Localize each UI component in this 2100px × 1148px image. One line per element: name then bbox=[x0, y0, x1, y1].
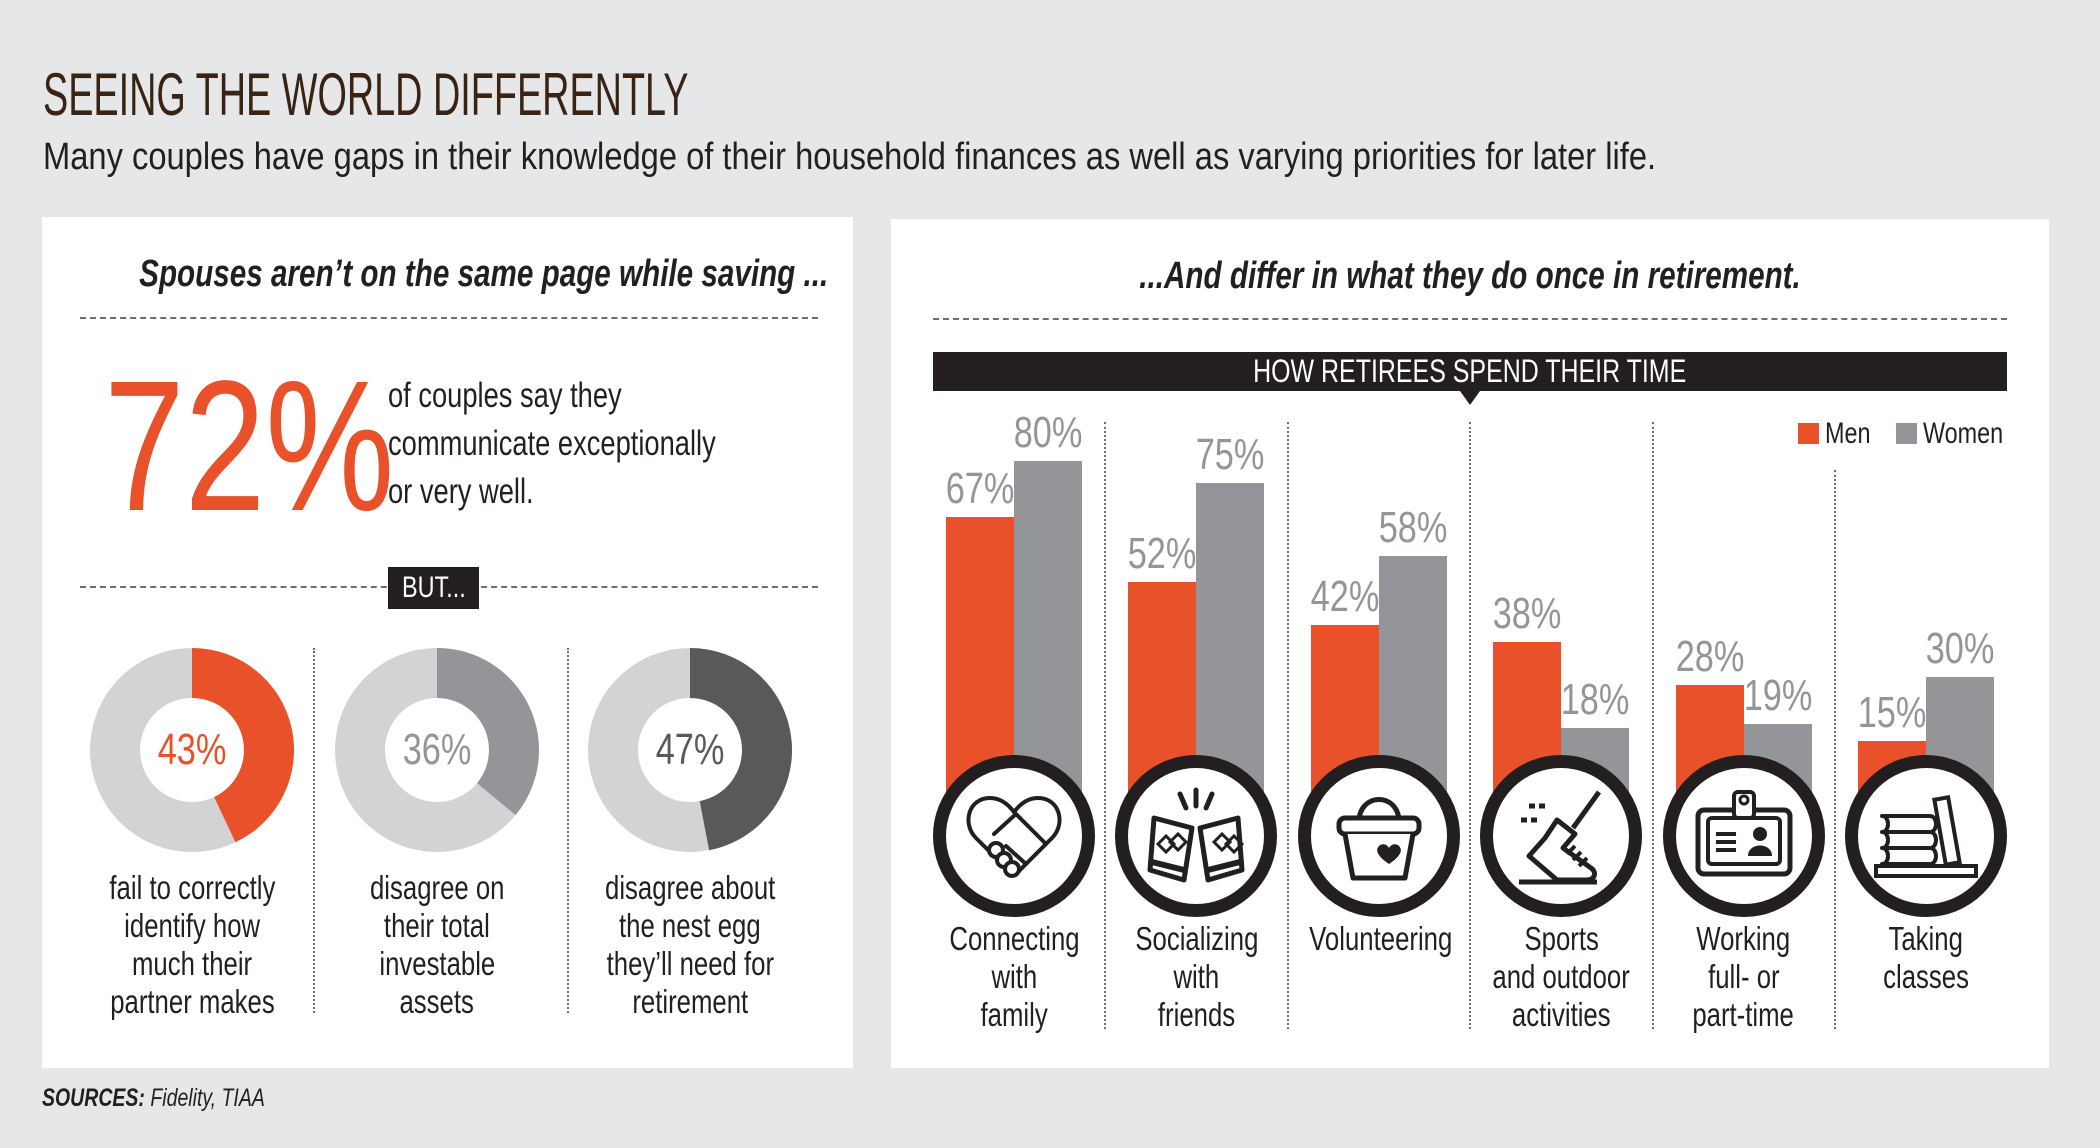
right-panel: ...And differ in what they do once in re… bbox=[891, 219, 2049, 1068]
category-label-line: activities bbox=[1511, 996, 1611, 1033]
category-label-line: friends bbox=[1157, 996, 1236, 1033]
caption-line: much their bbox=[131, 945, 253, 982]
caption-line: assets bbox=[399, 983, 475, 1020]
donut-segment bbox=[192, 648, 295, 843]
heading-divider bbox=[933, 318, 2007, 320]
id-badge-icon bbox=[1662, 755, 1825, 917]
donut-segment bbox=[437, 648, 539, 816]
category-label-line: Connecting bbox=[948, 920, 1080, 957]
category-label-line: Socializing bbox=[1134, 920, 1258, 957]
donut-caption: disagree about the nest egg they’ll need f… bbox=[575, 869, 805, 1021]
main-subtitle: Many couples have gaps in their knowledg… bbox=[43, 136, 1657, 178]
bar-value-label: 58% bbox=[1378, 503, 1448, 553]
donut-caption: fail to correctly identify how much their p… bbox=[77, 869, 307, 1021]
donut-value: 36% bbox=[402, 725, 472, 774]
caption-line: identify how bbox=[124, 907, 260, 944]
legend-swatch-women bbox=[1896, 423, 1917, 444]
category-label-line: with bbox=[991, 958, 1037, 995]
running-shoe-icon bbox=[1480, 755, 1643, 917]
sources-label: SOURCES: bbox=[42, 1084, 145, 1112]
category-label: Taking classes bbox=[1836, 920, 2016, 996]
category-label-line: with bbox=[1173, 958, 1220, 995]
bar-value-label: 38% bbox=[1492, 589, 1562, 639]
caption-line: partner makes bbox=[109, 983, 275, 1020]
category-label: Connecting with family bbox=[924, 920, 1104, 1034]
category-label-line: Working bbox=[1696, 920, 1791, 957]
caption-line: disagree on bbox=[369, 869, 505, 906]
sources-note: SOURCES: Fidelity, TIAA bbox=[42, 1084, 328, 1113]
caption-line: fail to correctly bbox=[109, 869, 275, 906]
bar-value-label: 52% bbox=[1128, 528, 1197, 578]
bucket-heart-icon bbox=[1297, 755, 1460, 917]
bar-value-label: 80% bbox=[1013, 408, 1083, 458]
caption-line: they’ll need for bbox=[606, 945, 774, 982]
caption-line: the nest egg bbox=[619, 907, 761, 944]
bar-women bbox=[1014, 461, 1082, 806]
category-label-line: Taking bbox=[1888, 920, 1964, 957]
stat-line: communicate exceptionally bbox=[388, 424, 716, 463]
category-label-line: and outdoor bbox=[1492, 958, 1630, 995]
but-label: BUT... bbox=[388, 567, 479, 609]
category-divider bbox=[1469, 422, 1472, 1029]
column-divider bbox=[567, 648, 569, 1013]
category-label-line: classes bbox=[1883, 958, 1969, 995]
donut-value: 47% bbox=[655, 725, 725, 774]
category-divider bbox=[1104, 422, 1107, 1029]
caption-line: retirement bbox=[632, 983, 748, 1020]
category-label-line: Sports bbox=[1523, 920, 1599, 957]
donut-chart bbox=[90, 648, 295, 852]
toasting-glasses-icon bbox=[1115, 755, 1278, 917]
bar-value-label: 75% bbox=[1196, 429, 1265, 479]
donut-segment bbox=[690, 648, 792, 851]
category-label-line: Volunteering bbox=[1308, 920, 1453, 957]
donut-chart bbox=[335, 648, 539, 852]
legend-label-women: Women bbox=[1923, 417, 2004, 450]
right-panel-heading: ...And differ in what they do once in re… bbox=[1139, 255, 1801, 297]
bar-value-label: 15% bbox=[1857, 688, 1927, 738]
stat-line: of couples say they bbox=[388, 376, 622, 415]
donut-caption: disagree on their total investable assets bbox=[322, 869, 552, 1021]
category-label: Volunteering bbox=[1289, 920, 1469, 958]
caption-line: disagree about bbox=[604, 869, 776, 906]
bar-value-label: 28% bbox=[1675, 632, 1744, 682]
big-stat-value: 72% bbox=[104, 343, 395, 550]
category-label: Socializing with friends bbox=[1106, 920, 1286, 1034]
donut-chart bbox=[588, 648, 792, 852]
left-panel: Spouses aren’t on the same page while sa… bbox=[42, 217, 853, 1068]
column-divider bbox=[313, 648, 315, 1013]
legend-label-men: Men bbox=[1825, 417, 1871, 450]
bar-value-label: 19% bbox=[1743, 671, 1812, 721]
category-label-line: full- or bbox=[1707, 958, 1780, 995]
left-panel-heading: Spouses aren’t on the same page while sa… bbox=[139, 253, 829, 295]
main-title: SEEING THE WORLD DIFFERENTLY bbox=[43, 61, 689, 128]
stat-line: or very well. bbox=[388, 472, 534, 511]
handshake-heart-icon bbox=[933, 755, 1095, 917]
donut-value: 43% bbox=[157, 725, 227, 774]
sources-text: Fidelity, TIAA bbox=[150, 1084, 265, 1112]
caption-line: their total bbox=[384, 907, 490, 944]
caption-line: investable bbox=[379, 945, 495, 982]
category-label: Working full- or part-time bbox=[1654, 920, 1834, 1034]
heading-divider bbox=[80, 317, 818, 319]
category-divider bbox=[1286, 422, 1289, 1029]
chart-title: HOW RETIREES SPEND THEIR TIME bbox=[933, 352, 2007, 391]
category-label-line: part-time bbox=[1692, 996, 1795, 1033]
bar-women bbox=[1196, 482, 1265, 806]
bar-value-label: 18% bbox=[1560, 675, 1630, 725]
bar-value-label: 30% bbox=[1925, 623, 1995, 673]
category-divider bbox=[1834, 470, 1836, 1029]
chart-title-pointer bbox=[1460, 391, 1480, 405]
legend-swatch-men bbox=[1798, 423, 1819, 444]
bar-value-label: 67% bbox=[945, 464, 1015, 514]
category-divider bbox=[1651, 422, 1654, 1029]
books-icon bbox=[1845, 755, 2007, 917]
big-stat-description: of couples say they communicate exceptio… bbox=[388, 372, 808, 516]
category-label-line: family bbox=[980, 996, 1048, 1033]
bar-value-label: 42% bbox=[1310, 571, 1380, 621]
category-label: Sports and outdoor activities bbox=[1471, 920, 1651, 1034]
